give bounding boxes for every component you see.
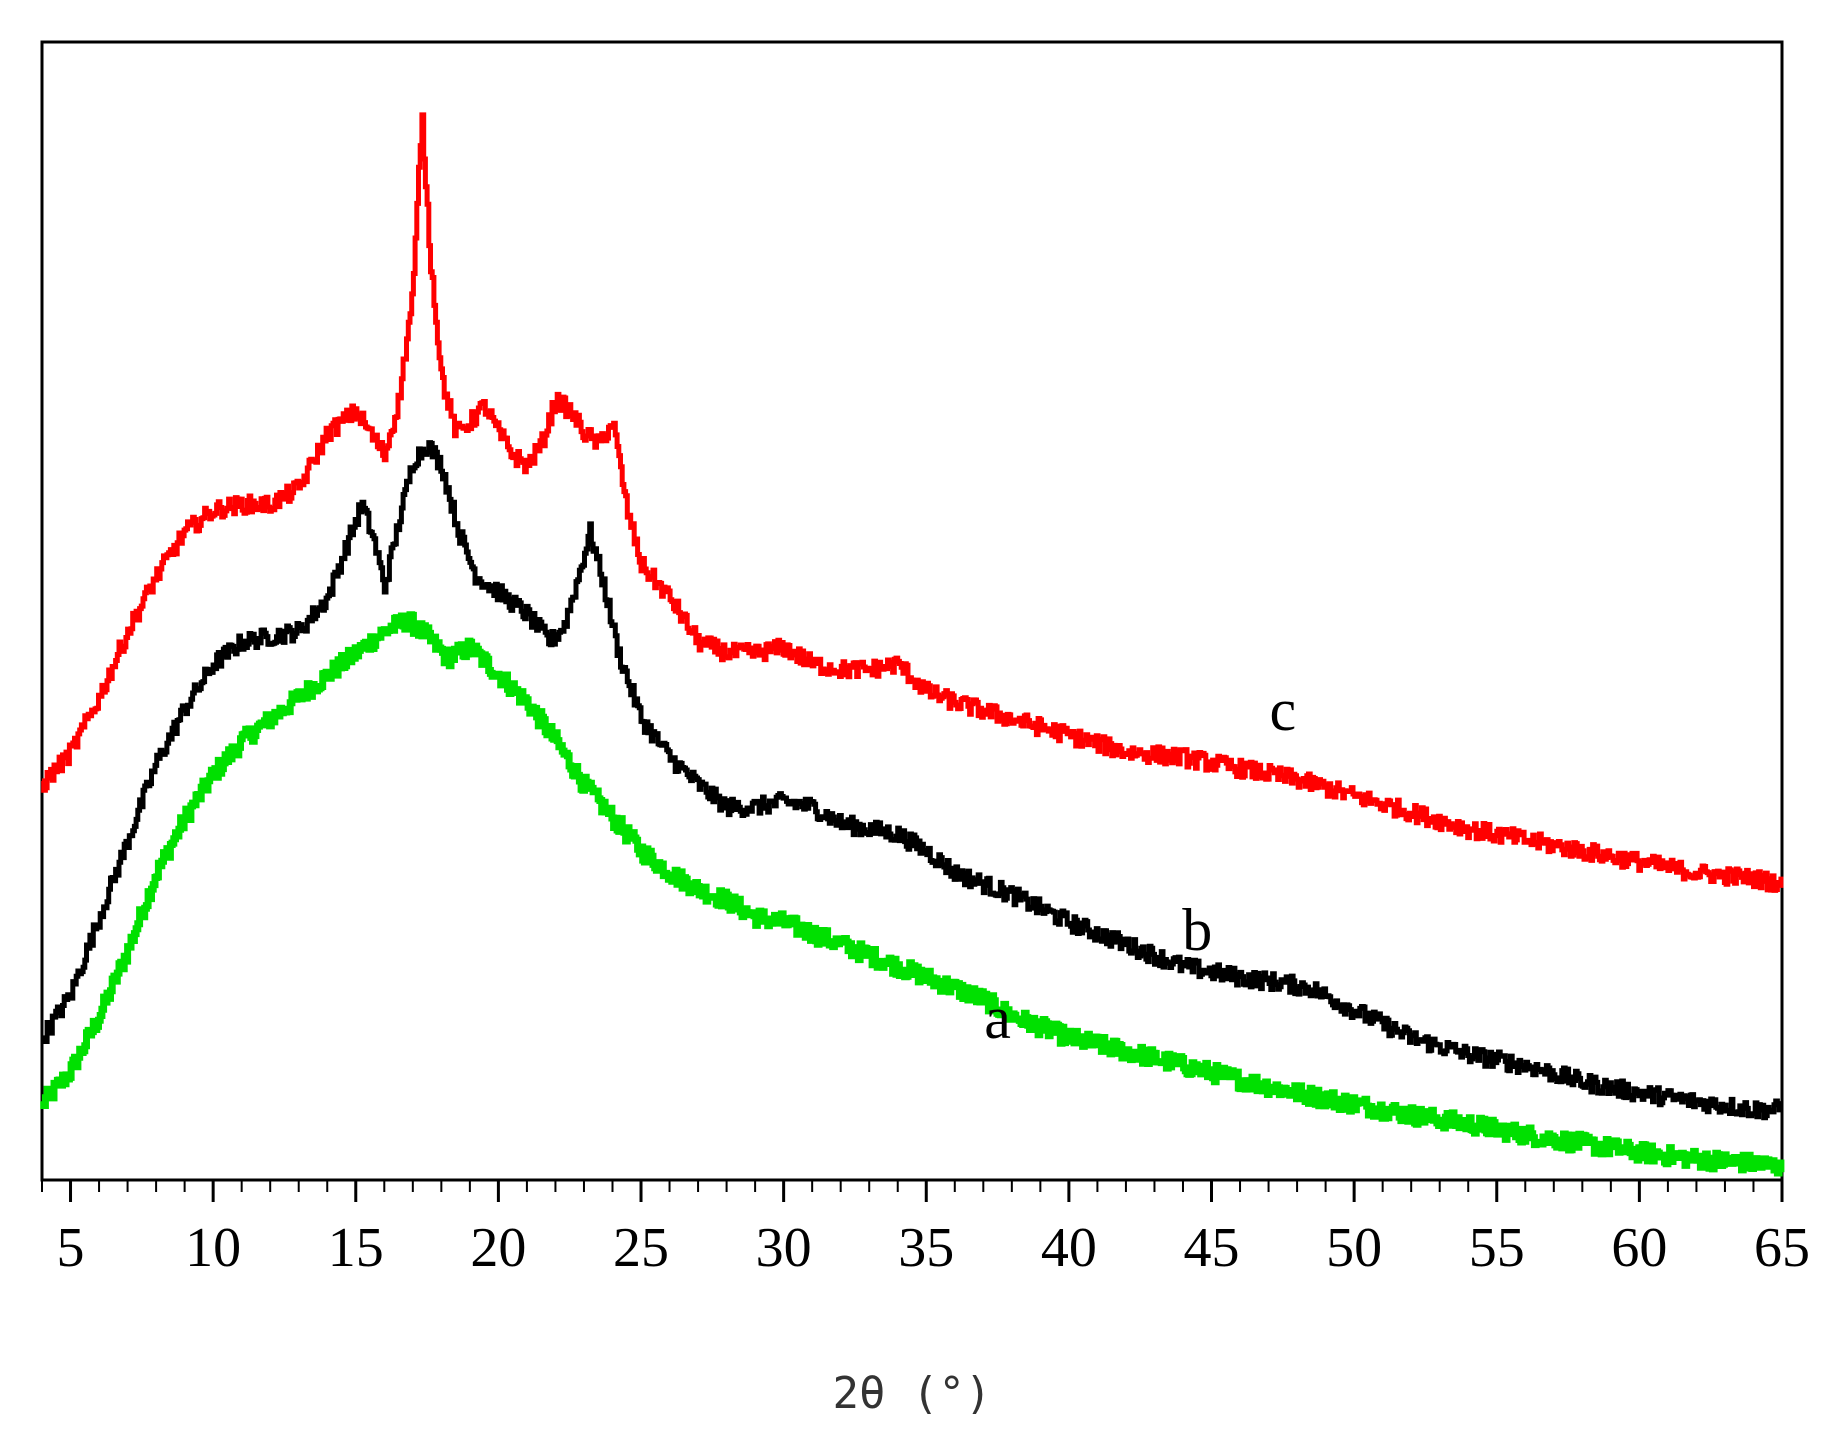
x-tick-label: 45: [1184, 1217, 1240, 1279]
x-tick-label: 55: [1469, 1217, 1525, 1279]
x-tick-label: 65: [1754, 1217, 1810, 1279]
x-tick-label: 30: [756, 1217, 812, 1279]
curve-label-b: b: [1182, 897, 1212, 963]
x-tick-label: 10: [185, 1217, 241, 1279]
x-tick-label: 35: [898, 1217, 954, 1279]
curve-label-layer: a b c: [984, 677, 1296, 1051]
x-tick-label: 20: [470, 1217, 526, 1279]
series-line-c: [41, 112, 1784, 893]
series-line-b: [41, 440, 1784, 1121]
x-tick-label: 25: [613, 1217, 669, 1279]
curve-label-a: a: [984, 985, 1011, 1051]
series-line-a: [40, 611, 1785, 1177]
x-axis-title: 2θ (°): [833, 1368, 992, 1419]
x-tick-label: 60: [1611, 1217, 1667, 1279]
x-tick-label: 40: [1041, 1217, 1097, 1279]
series-layer: [40, 112, 1785, 1177]
x-tick-label: 15: [328, 1217, 384, 1279]
curve-label-c: c: [1269, 677, 1296, 743]
x-tick-label: 5: [57, 1217, 85, 1279]
x-axis: 5 10 15 20 25 30 35 40 45 50 55 60 65: [41, 1180, 1810, 1279]
x-tick-label: 50: [1326, 1217, 1382, 1279]
plot-frame: [40, 40, 1784, 1182]
